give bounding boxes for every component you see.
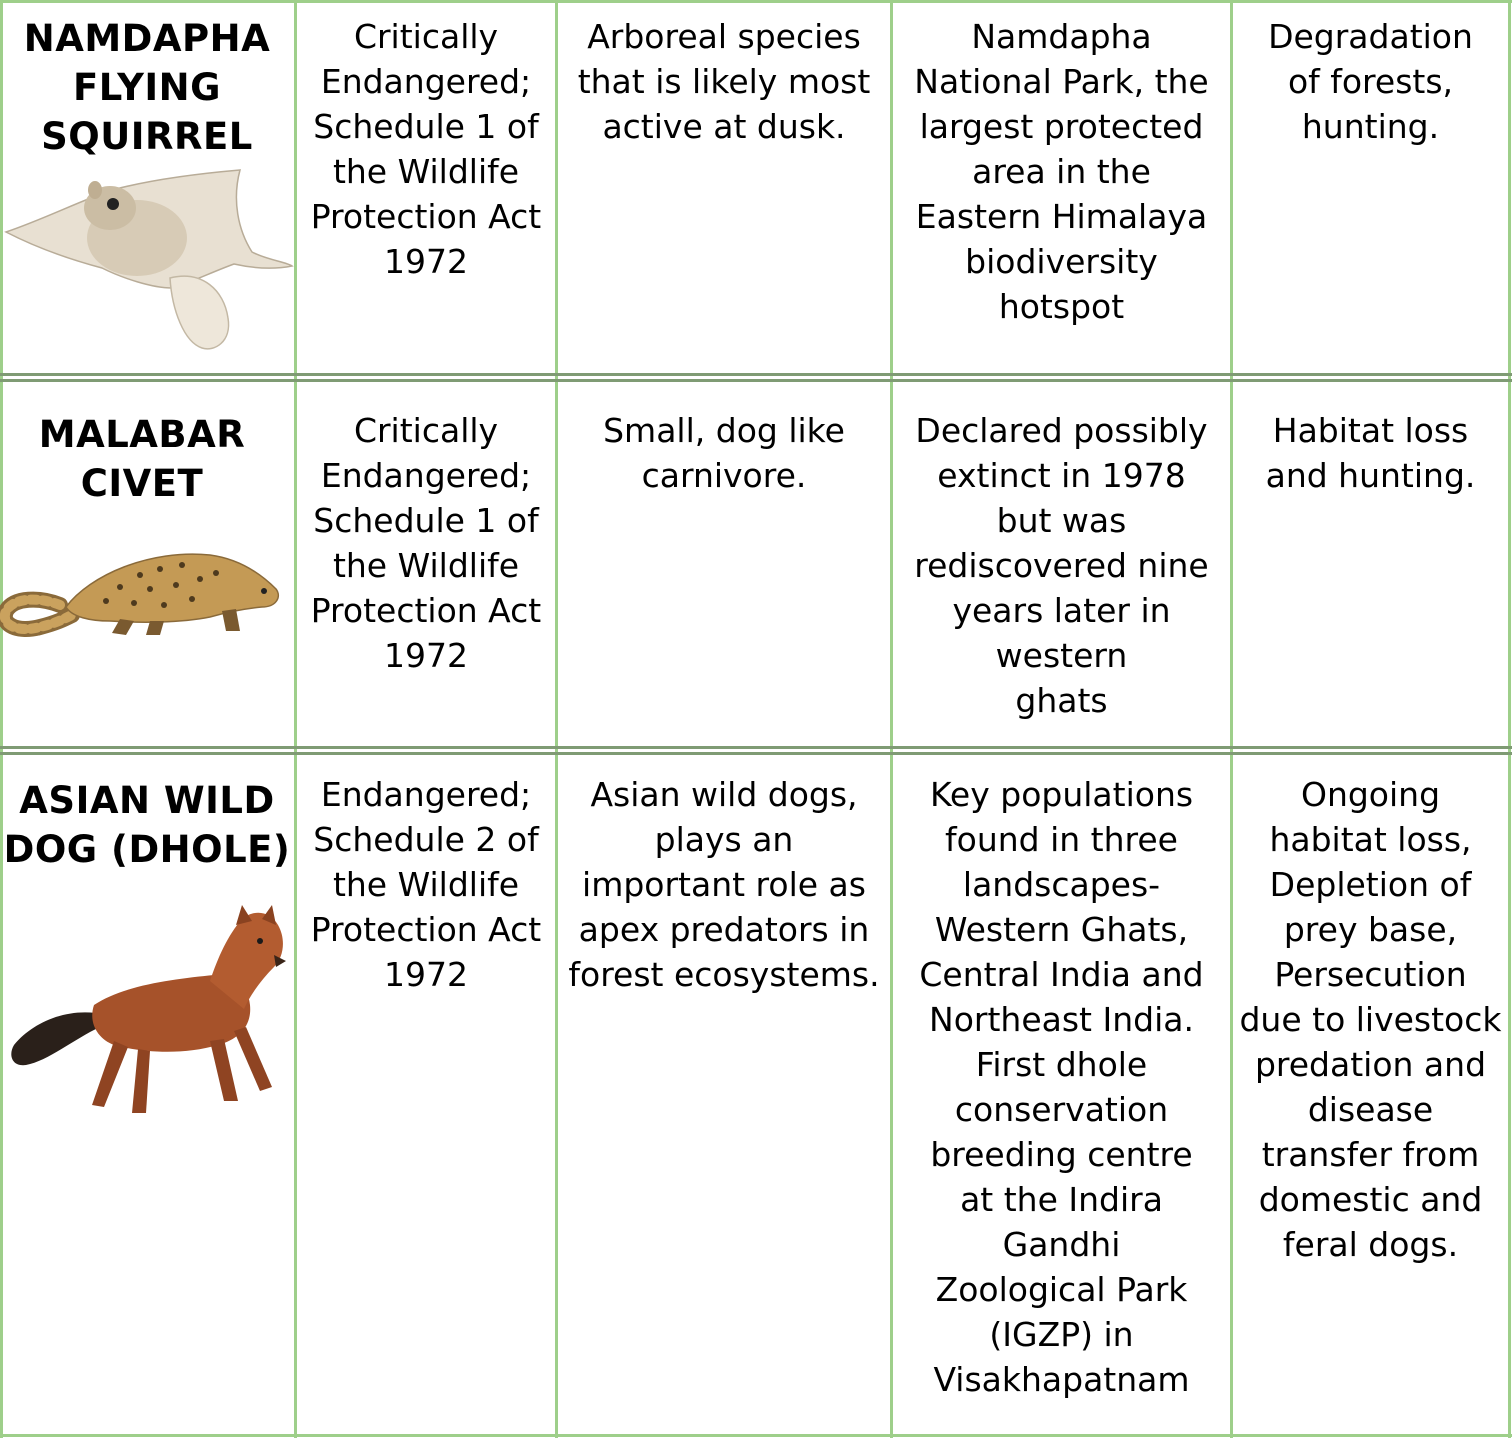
species-description: Asian wild dogs, plays an important role…	[568, 775, 880, 994]
civet-illustration	[0, 553, 280, 637]
grid-line	[1508, 0, 1511, 1438]
threats: Degradation of forests, hunting.	[1268, 17, 1473, 146]
habitat-location: Namdapha National Park, the largest prot…	[914, 17, 1209, 326]
row-divider	[0, 746, 1512, 755]
flying-squirrel-illustration	[4, 169, 294, 350]
conservation-status: Critically Endangered; Schedule 1 of the…	[310, 411, 542, 675]
grid-line	[294, 0, 297, 1438]
grid-line	[890, 0, 893, 1438]
habitat-location: Key populations found in three landscape…	[919, 775, 1204, 1399]
grid-line	[0, 0, 3, 1438]
conservation-status: Critically Endangered; Schedule 1 of the…	[310, 17, 542, 281]
threats: Habitat loss and hunting.	[1265, 411, 1476, 495]
grid-line	[0, 1434, 1512, 1437]
grid-line	[1230, 0, 1233, 1438]
animal-name: ASIAN WILD DOG (DHOLE)	[3, 779, 291, 871]
habitat-location: Declared possibly extinct in 1978 but wa…	[914, 411, 1209, 720]
grid-line	[0, 0, 1512, 3]
threats: Ongoing habitat loss, Depletion of prey …	[1239, 775, 1502, 1264]
species-description: Small, dog like carnivore.	[603, 411, 845, 495]
animal-name: MALABAR CIVET	[38, 413, 246, 505]
grid-line	[555, 0, 558, 1438]
animal-name: NAMDAPHA FLYING SQUIRREL	[23, 17, 271, 158]
species-description: Arboreal species that is likely most act…	[577, 17, 871, 146]
dhole-photo	[11, 905, 286, 1113]
row-divider	[0, 373, 1512, 382]
conservation-status: Endangered; Schedule 2 of the Wildlife P…	[310, 775, 542, 994]
